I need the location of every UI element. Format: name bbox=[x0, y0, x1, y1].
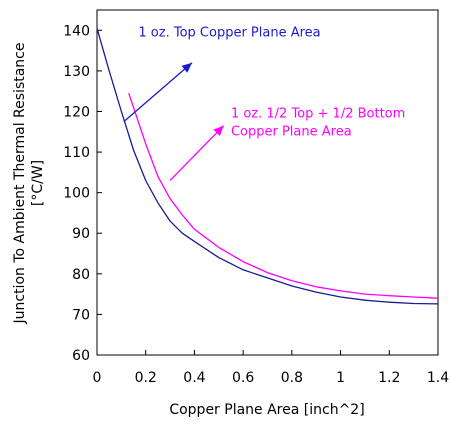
y-tick-label: 120 bbox=[63, 104, 90, 120]
x-tick-label: 0.2 bbox=[135, 370, 157, 386]
x-tick-label: 1.4 bbox=[427, 370, 449, 386]
annotation-label-2: 1 oz. 1/2 Top + 1/2 Bottom bbox=[231, 107, 405, 122]
series-line-2 bbox=[128, 92, 439, 299]
annotation-label-1: 1 oz. Top Copper Plane Area bbox=[138, 25, 320, 40]
x-tick-label: 0 bbox=[93, 370, 102, 386]
x-tick-label: 1 bbox=[336, 370, 345, 386]
y-tick-label: 110 bbox=[63, 145, 90, 161]
y-tick-label: 90 bbox=[72, 226, 90, 242]
plot-frame bbox=[96, 9, 439, 356]
y-axis-title-line2: [°C/W] bbox=[30, 160, 46, 206]
annotation-label-2: Copper Plane Area bbox=[231, 125, 352, 140]
series-group bbox=[96, 28, 439, 305]
annotation-arrowhead-2 bbox=[213, 125, 224, 136]
annotation-arrow-2 bbox=[169, 125, 225, 181]
x-tick-label: 1.2 bbox=[378, 370, 400, 386]
x-tick-label: 0.8 bbox=[281, 370, 303, 386]
ticks: 0 0.2 0.4 0.6 0.8 1 1.2 1.4 60 70 80 90 100 110 120 130… bbox=[63, 23, 449, 386]
y-tick-label: 70 bbox=[72, 307, 90, 323]
series-line-1 bbox=[96, 28, 439, 305]
x-tick-label: 0.6 bbox=[232, 370, 254, 386]
y-tick-label: 60 bbox=[72, 348, 90, 364]
y-tick-label: 80 bbox=[72, 267, 90, 283]
x-tick-label: 0.4 bbox=[183, 370, 205, 386]
y-tick-label: 140 bbox=[63, 23, 90, 39]
y-tick-label: 130 bbox=[63, 64, 90, 80]
y-axis-title-line1: Junction To Ambient Thermal Resistance bbox=[12, 43, 28, 325]
annotations: 1 oz. Top Copper Plane Area 1 oz. 1/2 Top… bbox=[123, 25, 405, 181]
annotation-arrowhead-1 bbox=[181, 62, 192, 73]
annotation-arrow-1 bbox=[123, 62, 193, 123]
x-axis-title: Copper Plane Area [inch^2] bbox=[169, 402, 364, 418]
y-tick-label: 100 bbox=[63, 186, 90, 202]
